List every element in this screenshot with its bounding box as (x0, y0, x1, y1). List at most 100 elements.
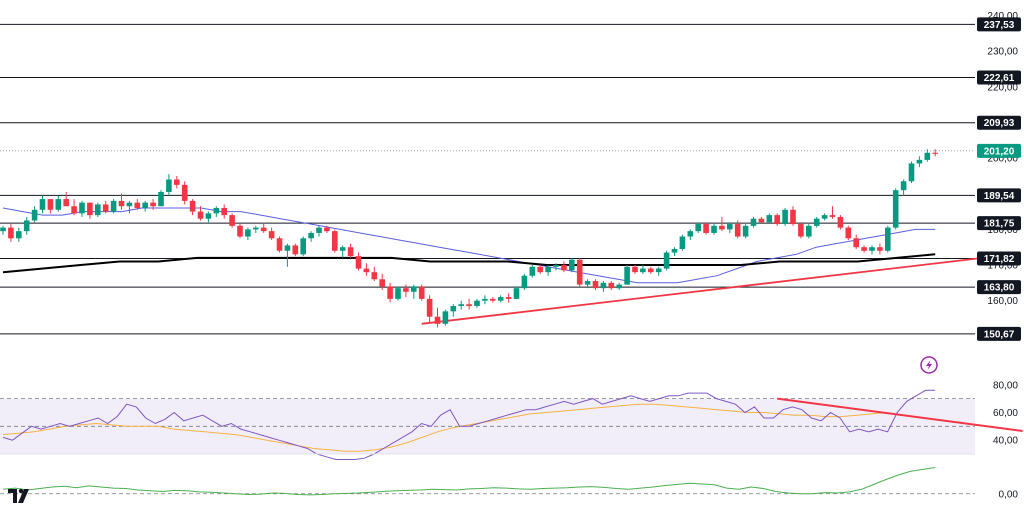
candle-body (663, 252, 670, 269)
candle (110, 199, 117, 214)
level-badge-bg (977, 188, 1021, 203)
candle (284, 243, 291, 267)
candle (221, 204, 227, 219)
momentum-line (2, 467, 936, 496)
candle-body (276, 238, 283, 251)
candle-body (102, 204, 109, 212)
candle-body (727, 224, 733, 230)
candle (711, 224, 717, 235)
candle-body (505, 297, 512, 299)
candle-body (63, 199, 69, 207)
candle-body (916, 159, 923, 164)
current-price-badge-label: 201,20 (984, 146, 1015, 157)
candle-body (513, 288, 520, 299)
candle (126, 200, 133, 214)
candle-body (8, 227, 14, 239)
candle-body (774, 215, 780, 225)
candle-body (892, 190, 899, 228)
candle (892, 188, 899, 230)
level-badge-bg (977, 326, 1021, 341)
level-badge: 189,54 (977, 188, 1021, 203)
candle (821, 213, 828, 221)
candle (316, 225, 322, 237)
candle (300, 236, 306, 257)
trendline (421, 257, 983, 325)
candle (268, 227, 275, 241)
candle-body (655, 268, 662, 273)
moving-averages (2, 207, 936, 284)
level-badge-label: 150,67 (984, 329, 1015, 340)
level-badge: 171,82 (977, 251, 1021, 266)
price-tick-label: 160,00 (987, 296, 1018, 307)
rsi-tick-label: 80,00 (993, 380, 1018, 391)
candle-body (355, 256, 362, 269)
rsi-line (2, 389, 936, 460)
level-badge-bg (977, 280, 1021, 295)
candle-body (592, 281, 599, 289)
candle-body (750, 218, 757, 226)
candle-body (395, 288, 401, 299)
candle-body (932, 152, 938, 154)
candle (205, 211, 212, 223)
candle-body (900, 181, 907, 191)
candle-body (648, 268, 654, 273)
candle (513, 286, 520, 299)
candle-body (908, 163, 915, 182)
candle-body (87, 202, 93, 216)
candle (877, 243, 883, 255)
candle-body (584, 281, 591, 285)
lightning-icon[interactable] (920, 356, 938, 374)
candle (813, 216, 820, 228)
candle (8, 224, 14, 242)
candle (545, 265, 551, 276)
candle-body (766, 215, 773, 223)
candle-body (189, 200, 196, 212)
trendlines (421, 257, 983, 325)
candle (806, 224, 812, 239)
candle-body (110, 200, 117, 212)
candle-body (339, 247, 346, 251)
candle (134, 199, 141, 210)
candle (553, 263, 559, 271)
candle (102, 200, 109, 214)
tradingview-logo[interactable] (8, 488, 29, 503)
candle-body (324, 227, 330, 232)
candle-body (450, 306, 457, 312)
candle (569, 257, 575, 273)
candle-body (537, 266, 543, 273)
candle (308, 231, 314, 242)
current-price-badge-bg (977, 143, 1021, 158)
candle-body (79, 202, 85, 214)
candle (166, 174, 172, 196)
candle-body (853, 238, 859, 248)
candle-body (711, 225, 717, 233)
candle-body (679, 236, 686, 249)
candle (600, 281, 607, 292)
rsi-trendline (777, 397, 1023, 432)
candle (292, 243, 299, 257)
candle (450, 304, 457, 317)
level-badge: 181,75 (977, 216, 1021, 231)
candle (276, 236, 283, 253)
candle-body (616, 284, 622, 289)
candle-body (632, 266, 638, 273)
candle-body (426, 298, 433, 317)
candle (118, 193, 125, 210)
candle-body (181, 184, 188, 201)
candle (339, 245, 346, 258)
candle (497, 295, 504, 303)
candle-body (561, 265, 567, 271)
candlesticks (0, 149, 938, 328)
candle-body (118, 200, 125, 207)
candle-body (758, 218, 765, 223)
candle-body (490, 298, 496, 301)
price-badges: 237,53 222,61 209,93 189,54 181,75 171,82 163,… (977, 17, 1021, 341)
candle (245, 227, 251, 241)
rsi-tick-label: 60,00 (993, 408, 1018, 419)
candle-body (166, 179, 172, 192)
candle (790, 206, 796, 226)
level-badge-label: 222,61 (984, 73, 1015, 84)
level-badge: 209,93 (977, 115, 1021, 130)
